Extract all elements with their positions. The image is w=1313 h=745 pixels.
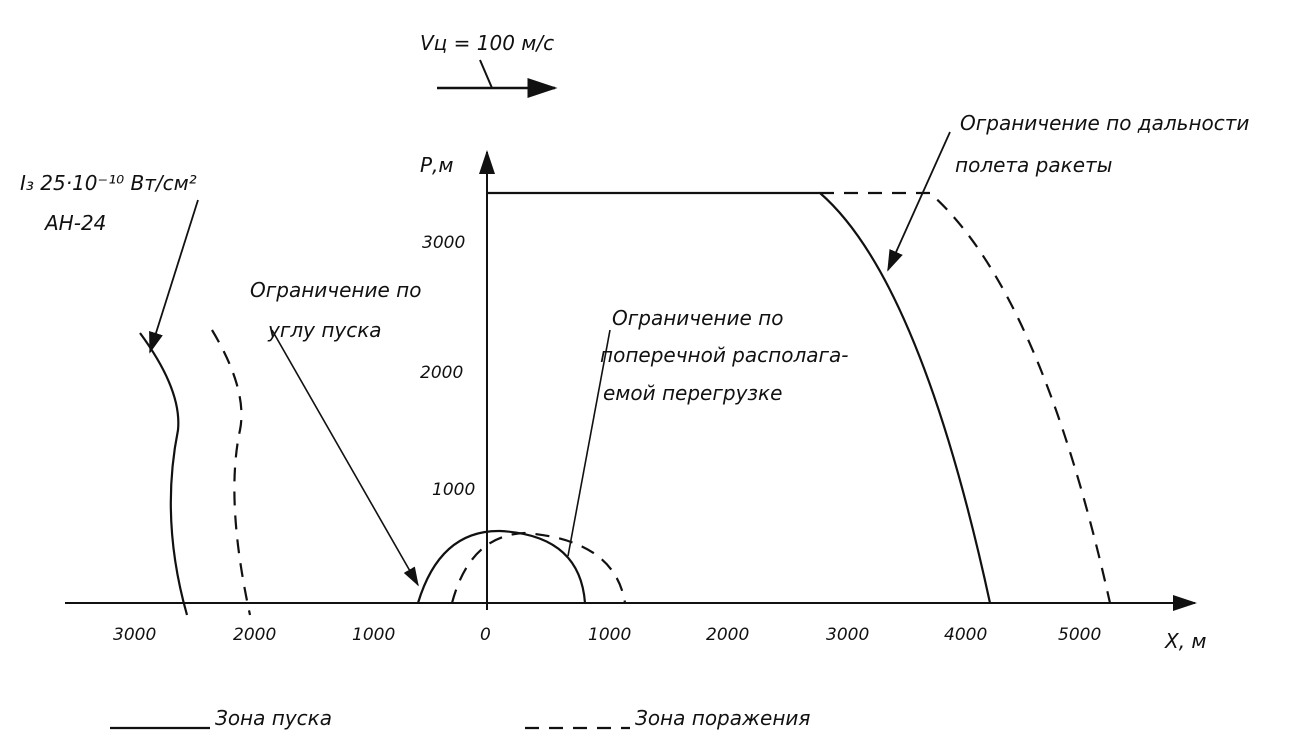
x-tick-label: 1000 (588, 625, 631, 645)
x-tick-label: 0 (480, 625, 491, 645)
leader (887, 131, 951, 272)
x-axis-label: Х, м (1164, 629, 1207, 653)
kill-zone-left (211, 329, 252, 616)
kill-zone-range (820, 191, 1112, 604)
legend-label: Зона пуска (215, 706, 332, 730)
annotation: Ограничение по дальности (960, 111, 1249, 135)
x-tick-label: 3000 (113, 625, 156, 645)
legend-label: Зона поражения (635, 706, 810, 730)
leader (567, 329, 611, 557)
y-tick-label: 3000 (422, 233, 465, 253)
y-axis-label: Р,м (420, 153, 454, 177)
annotation: Ограничение по (612, 306, 783, 330)
annotation: АН-24 (43, 211, 106, 235)
leader (149, 199, 199, 354)
annotation: поперечной располага- (600, 343, 848, 367)
x-tick-label: 5000 (1058, 625, 1101, 645)
x-tick-label: 2000 (706, 625, 749, 645)
velocity-label: Vц = 100 м/с (420, 31, 554, 55)
x-tick-label: 2000 (233, 625, 276, 645)
launch-zone-lobe (416, 529, 587, 604)
launch-zone-range (487, 191, 992, 604)
x-tick-label: 4000 (944, 625, 987, 645)
leader (271, 329, 419, 587)
annotation: I₃ 25·10⁻¹⁰ Вт/см² (20, 171, 197, 195)
annotation: углу пуска (267, 318, 382, 342)
annotation: Ограничение по (250, 278, 421, 302)
y-tick-label: 2000 (420, 363, 463, 383)
annotation: полета ракеты (955, 153, 1112, 177)
y-tick-label: 1000 (432, 480, 475, 500)
annotation: емой перегрузке (603, 381, 782, 405)
kill-zone-lobe (450, 531, 627, 604)
y-ticks: 1000 2000 3000 (420, 233, 475, 500)
launch-zone-left (139, 332, 189, 616)
x-ticks: 3000 2000 1000 0 1000 2000 3000 4000 500… (113, 625, 1101, 645)
velocity-tick (479, 59, 493, 89)
x-tick-label: 3000 (826, 625, 869, 645)
x-tick-label: 1000 (352, 625, 395, 645)
